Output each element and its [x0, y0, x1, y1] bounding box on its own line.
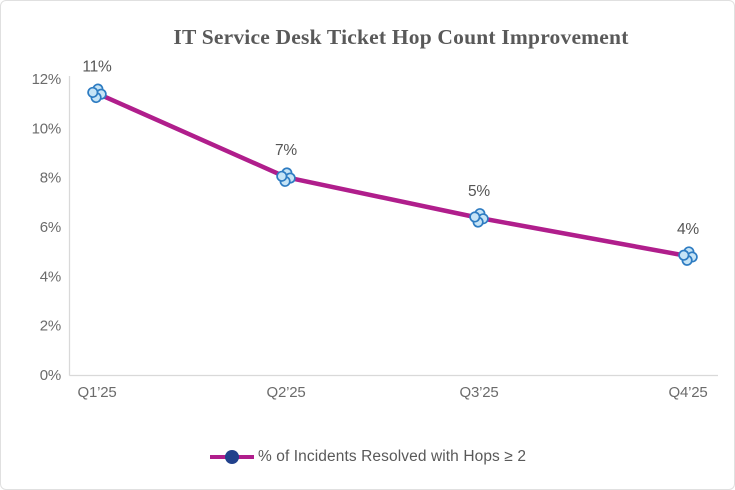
data-series-line — [94, 91, 691, 259]
y-tick-label: 6% — [40, 219, 61, 236]
x-tick-label: Q2’25 — [266, 384, 305, 401]
x-tick-label: Q3’25 — [459, 384, 498, 401]
x-tick-label: Q1’25 — [77, 384, 116, 401]
y-tick-label: 8% — [40, 170, 61, 187]
data-point-marker — [678, 246, 698, 266]
y-tick-label: 2% — [40, 318, 61, 335]
legend: % of Incidents Resolved with Hops ≥ 2 — [1, 448, 734, 466]
data-point-marker — [87, 83, 107, 104]
data-point-label: 4% — [677, 221, 699, 238]
legend-label: % of Incidents Resolved with Hops ≥ 2 — [257, 448, 527, 465]
data-point-label: 7% — [275, 142, 297, 159]
data-point-label: 11% — [82, 58, 112, 75]
data-point-label: 5% — [468, 183, 490, 200]
plot-svg: IT Service Desk Ticket Hop Count Improve… — [32, 25, 718, 401]
legend-marker-icon — [209, 450, 254, 464]
chart-title: IT Service Desk Ticket Hop Count Improve… — [173, 25, 629, 49]
data-point-marker — [469, 208, 489, 228]
y-tick-label: 0% — [40, 367, 61, 384]
y-tick-label: 4% — [40, 268, 61, 285]
y-tick-label: 10% — [32, 120, 61, 137]
x-tick-label: Q4’25 — [668, 384, 707, 401]
y-tick-label: 12% — [32, 71, 61, 88]
data-point-marker — [276, 167, 296, 187]
